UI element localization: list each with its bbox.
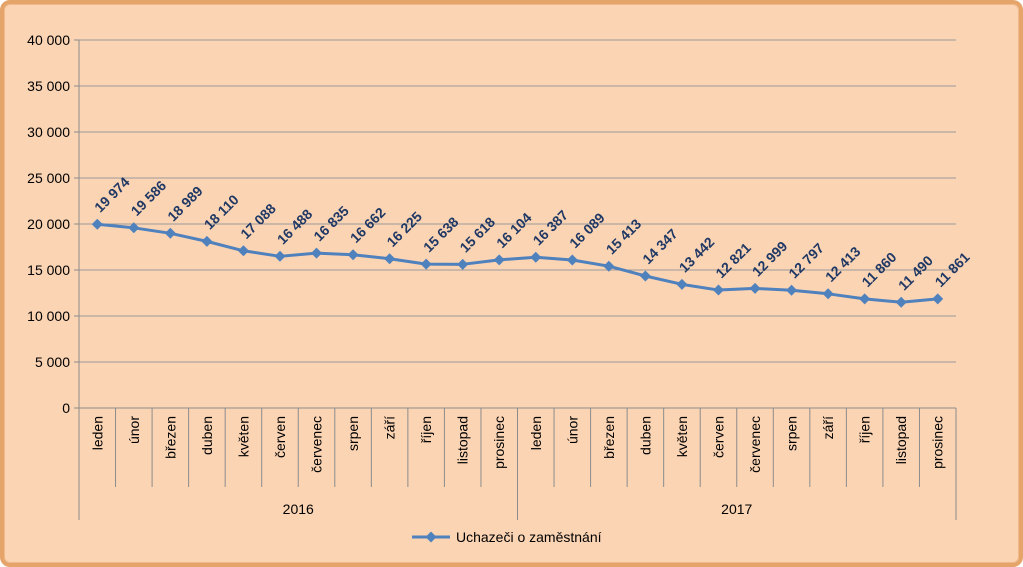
data-point bbox=[786, 284, 798, 296]
legend-marker bbox=[425, 531, 437, 543]
x-category-label: prosinec bbox=[930, 416, 946, 469]
y-tick-label: 30 000 bbox=[27, 124, 70, 140]
y-tick-label: 35 000 bbox=[27, 78, 70, 94]
x-category-label: květen bbox=[235, 416, 251, 457]
x-category-label: červenec bbox=[747, 416, 763, 473]
x-category-label: leden bbox=[89, 416, 105, 450]
x-category-label: září bbox=[382, 416, 398, 439]
data-point bbox=[859, 293, 871, 305]
x-category-label: duben bbox=[199, 416, 215, 455]
data-point bbox=[530, 251, 542, 263]
data-point bbox=[493, 254, 505, 266]
data-point bbox=[457, 258, 469, 270]
data-point bbox=[932, 293, 944, 305]
y-tick-label: 10 000 bbox=[27, 308, 70, 324]
data-point bbox=[639, 270, 651, 282]
data-point bbox=[566, 254, 578, 266]
x-category-label: červen bbox=[272, 416, 288, 458]
x-category-label: prosinec bbox=[491, 416, 507, 469]
series-line bbox=[97, 222, 938, 304]
x-category-label: únor bbox=[564, 416, 580, 444]
x-category-label: leden bbox=[528, 416, 544, 450]
data-point bbox=[311, 247, 323, 259]
legend: Uchazeči o zaměstnání bbox=[412, 529, 602, 545]
data-point bbox=[749, 282, 761, 294]
x-group-label: 2016 bbox=[283, 501, 314, 517]
y-tick-label: 40 000 bbox=[27, 32, 70, 48]
x-category-label: květen bbox=[674, 416, 690, 457]
x-category-label: duben bbox=[637, 416, 653, 455]
data-point bbox=[274, 250, 286, 262]
x-category-label: říjen bbox=[857, 416, 873, 443]
data-point bbox=[384, 253, 396, 265]
data-point bbox=[164, 227, 176, 239]
x-category-label: září bbox=[820, 416, 836, 439]
data-point bbox=[603, 260, 615, 272]
data-point bbox=[822, 288, 834, 300]
data-point bbox=[347, 249, 359, 261]
data-point bbox=[128, 222, 140, 234]
x-category-label: říjen bbox=[418, 416, 434, 443]
data-point bbox=[712, 284, 724, 296]
data-point bbox=[420, 258, 432, 270]
x-category-label: srpen bbox=[345, 416, 361, 451]
y-axis: 0 5 000 10 000 15 000 20 000 25 000 30 000 35 0… bbox=[27, 32, 80, 416]
x-category-label: únor bbox=[126, 416, 142, 444]
data-point bbox=[91, 218, 103, 230]
y-tick-label: 25 000 bbox=[27, 170, 70, 186]
x-category-label: červenec bbox=[309, 416, 325, 473]
x-category-label: srpen bbox=[784, 416, 800, 451]
y-tick-label: 20 000 bbox=[27, 216, 70, 232]
data-point bbox=[201, 235, 213, 247]
x-category-label: březen bbox=[162, 416, 178, 459]
data-point bbox=[237, 245, 249, 257]
x-category-label: listopad bbox=[455, 416, 471, 464]
legend-label: Uchazeči o zaměstnání bbox=[456, 529, 602, 545]
data-point bbox=[895, 296, 907, 308]
x-axis: leden únor březen duben květen červen červenec… bbox=[78, 407, 957, 520]
x-category-label: červen bbox=[710, 416, 726, 458]
y-tick-label: 15 000 bbox=[27, 262, 70, 278]
x-category-label: listopad bbox=[893, 416, 909, 464]
y-tick-label: 0 bbox=[62, 400, 70, 416]
y-tick-label: 5 000 bbox=[35, 354, 70, 370]
y-gridlines bbox=[79, 39, 956, 363]
data-point bbox=[676, 278, 688, 290]
x-group-label: 2017 bbox=[721, 501, 752, 517]
x-category-label: březen bbox=[601, 416, 617, 459]
